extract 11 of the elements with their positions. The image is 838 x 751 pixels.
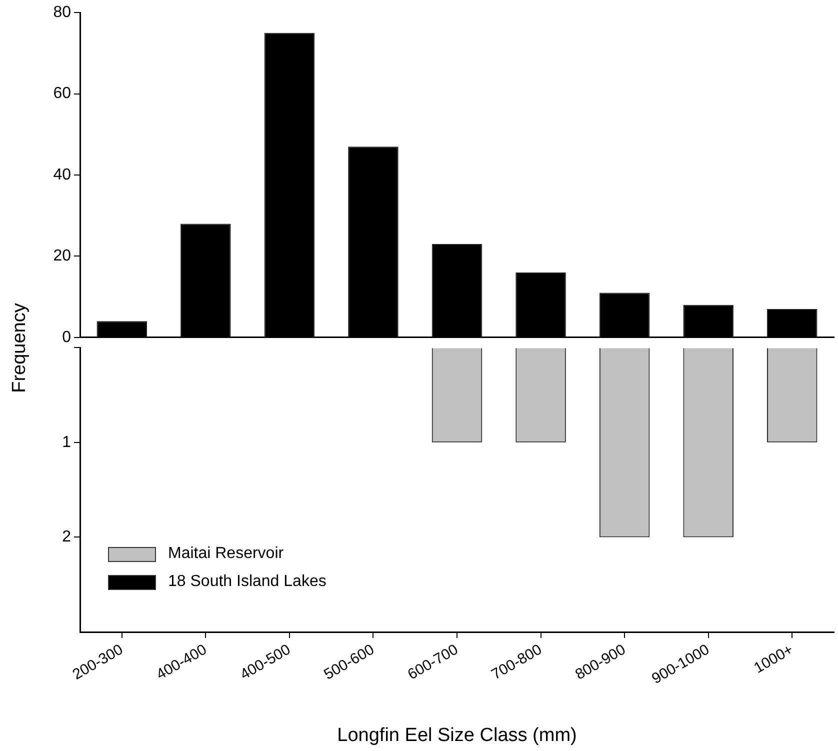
y-axis-title: Frequency bbox=[8, 303, 31, 393]
y-tick-label: 60 bbox=[53, 85, 72, 102]
x-axis-title: Longfin Eel Size Class (mm) bbox=[337, 724, 577, 746]
y-tick-label: 1 bbox=[62, 434, 72, 451]
y-tick-label: 80 bbox=[53, 4, 72, 22]
legend-label: 18 South Island Lakes bbox=[168, 573, 326, 591]
legend-label: Maitai Reservoir bbox=[168, 545, 284, 563]
y-tick-label: 20 bbox=[53, 248, 72, 265]
y-tick-label: 2 bbox=[62, 528, 72, 546]
y-tick-label: 0 bbox=[62, 328, 72, 346]
y-tick-label: 40 bbox=[53, 166, 72, 184]
